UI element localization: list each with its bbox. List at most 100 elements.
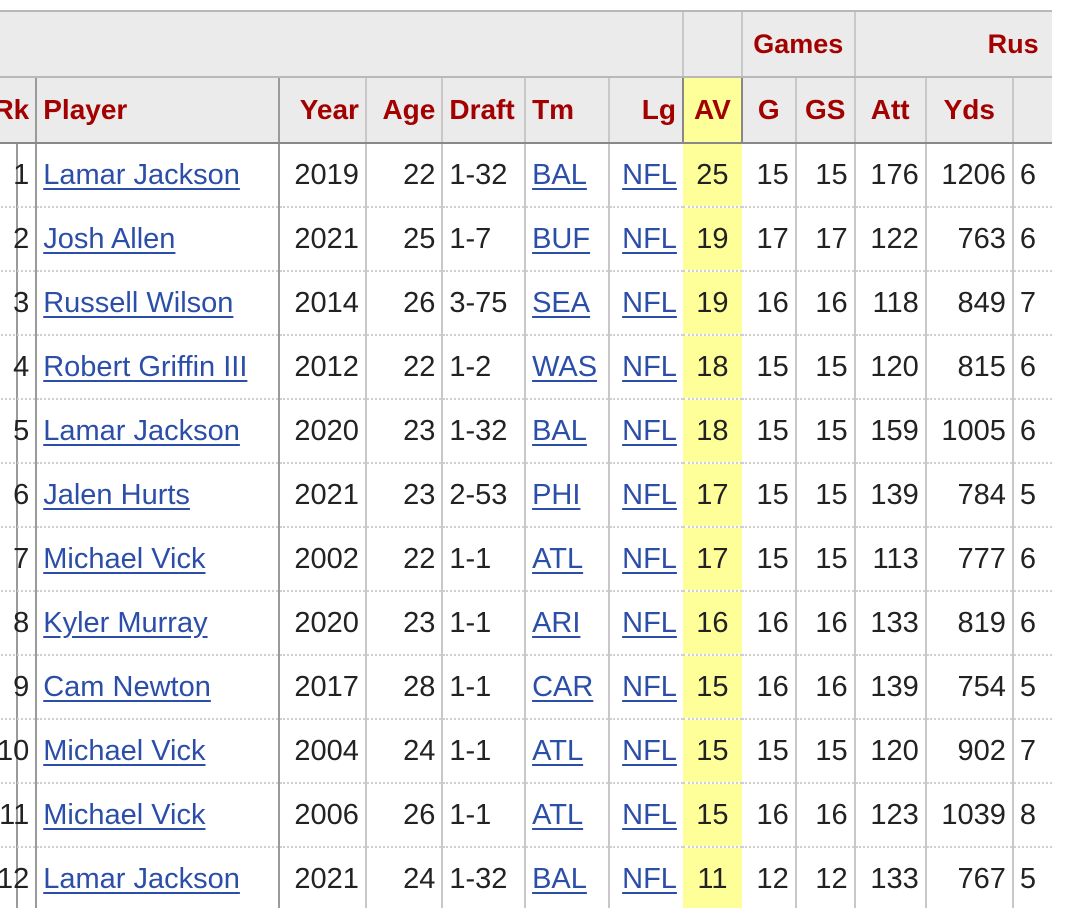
col-header-year[interactable]: Year — [279, 77, 367, 144]
team-link: PHI — [525, 463, 611, 528]
team-link[interactable]: ATL — [532, 734, 584, 767]
draft-cell: 1-1 — [442, 591, 527, 656]
player-link: Josh Allen — [36, 207, 281, 272]
team-link[interactable]: SEA — [532, 286, 591, 319]
player-link[interactable]: Josh Allen — [43, 222, 176, 255]
table-row: 10 Michael Vick 2004 24 1-1 ATL NFL 15 15 15 120 90… — [0, 719, 1052, 784]
player-link[interactable]: Kyler Murray — [43, 606, 208, 639]
league-link[interactable]: NFL — [622, 798, 677, 831]
cut-off-cell: 5 — [1012, 847, 1052, 908]
games-started-cell: 15 — [795, 399, 856, 464]
league-link: NFL — [609, 463, 683, 528]
age-cell: 23 — [365, 591, 444, 656]
col-header-att[interactable]: Att — [854, 77, 927, 144]
age-cell: 23 — [365, 399, 444, 464]
games-cell: 15 — [741, 335, 797, 400]
col-header-g[interactable]: G — [741, 77, 797, 144]
rush-att-cell: 176 — [854, 143, 927, 208]
av-cell: 16 — [682, 591, 742, 656]
team-link[interactable]: ATL — [532, 798, 584, 831]
player-link[interactable]: Cam Newton — [43, 670, 211, 703]
league-link[interactable]: NFL — [622, 862, 677, 895]
league-link[interactable]: NFL — [622, 286, 677, 319]
rush-yds-cell: 784 — [925, 463, 1014, 528]
age-cell: 24 — [365, 847, 444, 908]
team-link: BAL — [525, 143, 611, 208]
draft-cell: 1-7 — [442, 207, 527, 272]
team-link[interactable]: PHI — [532, 478, 581, 511]
cut-off-cell: 7 — [1012, 271, 1052, 336]
team-link[interactable]: WAS — [532, 350, 598, 383]
col-header-draft[interactable]: Draft — [442, 77, 527, 144]
age-cell: 25 — [365, 207, 444, 272]
rush-att-cell: 118 — [854, 271, 927, 336]
league-link[interactable]: NFL — [622, 350, 677, 383]
col-header-age[interactable]: Age — [365, 77, 444, 144]
cut-off-cell: 6 — [1012, 335, 1052, 400]
player-link[interactable]: Lamar Jackson — [43, 414, 240, 447]
year-cell: 2019 — [279, 143, 367, 208]
league-link[interactable]: NFL — [622, 478, 677, 511]
player-link[interactable]: Lamar Jackson — [43, 158, 240, 191]
rank-cell: 5 — [0, 399, 38, 464]
col-header-yds[interactable]: Yds — [925, 77, 1014, 144]
player-link[interactable]: Lamar Jackson — [43, 862, 240, 895]
team-link: ARI — [525, 591, 611, 656]
league-link[interactable]: NFL — [622, 158, 677, 191]
games-cell: 16 — [741, 591, 797, 656]
year-cell: 2021 — [279, 207, 367, 272]
year-cell: 2014 — [279, 271, 367, 336]
player-link: Lamar Jackson — [36, 847, 281, 908]
league-link[interactable]: NFL — [622, 606, 677, 639]
team-link[interactable]: ARI — [532, 606, 581, 639]
rush-yds-cell: 1206 — [925, 143, 1014, 208]
rush-att-cell: 139 — [854, 655, 927, 720]
league-link: NFL — [609, 335, 683, 400]
league-link[interactable]: NFL — [622, 734, 677, 767]
col-header-rk[interactable]: Rk — [0, 77, 38, 144]
league-link[interactable]: NFL — [622, 414, 677, 447]
rush-att-cell: 123 — [854, 783, 927, 848]
team-link[interactable]: BAL — [532, 862, 587, 895]
age-cell: 24 — [365, 719, 444, 784]
rank-cell: 4 — [0, 335, 38, 400]
player-link[interactable]: Jalen Hurts — [43, 478, 190, 511]
league-link: NFL — [609, 399, 683, 464]
draft-cell: 1-32 — [442, 399, 527, 464]
year-cell: 2012 — [279, 335, 367, 400]
league-link[interactable]: NFL — [622, 670, 677, 703]
team-link[interactable]: BAL — [532, 158, 587, 191]
player-link[interactable]: Michael Vick — [43, 542, 206, 575]
games-started-cell: 12 — [795, 847, 856, 908]
av-cell: 19 — [682, 207, 742, 272]
age-cell: 22 — [365, 335, 444, 400]
av-cell: 15 — [682, 655, 742, 720]
rush-att-cell: 122 — [854, 207, 927, 272]
league-link: NFL — [609, 655, 683, 720]
player-link: Jalen Hurts — [36, 463, 281, 528]
team-link[interactable]: BUF — [532, 222, 591, 255]
games-started-cell: 15 — [795, 143, 856, 208]
col-header-tm[interactable]: Tm — [525, 77, 611, 144]
player-link[interactable]: Michael Vick — [43, 734, 206, 767]
team-link[interactable]: ATL — [532, 542, 584, 575]
player-link[interactable]: Michael Vick — [43, 798, 206, 831]
team-link[interactable]: BAL — [532, 414, 587, 447]
col-header-lg[interactable]: Lg — [609, 77, 683, 144]
league-link[interactable]: NFL — [622, 222, 677, 255]
col-header-player[interactable]: Player — [36, 77, 281, 144]
rank-cell: 10 — [0, 719, 38, 784]
team-link[interactable]: CAR — [532, 670, 594, 703]
col-header-gs[interactable]: GS — [795, 77, 856, 144]
league-link[interactable]: NFL — [622, 542, 677, 575]
av-cell: 17 — [682, 527, 742, 592]
rush-att-cell: 159 — [854, 399, 927, 464]
team-link: BAL — [525, 847, 611, 908]
rush-att-cell: 120 — [854, 335, 927, 400]
games-started-cell: 16 — [795, 783, 856, 848]
player-link[interactable]: Robert Griffin III — [43, 350, 248, 383]
col-header-av[interactable]: AV — [681, 76, 743, 144]
player-link: Michael Vick — [36, 783, 281, 848]
player-link[interactable]: Russell Wilson — [43, 286, 234, 319]
